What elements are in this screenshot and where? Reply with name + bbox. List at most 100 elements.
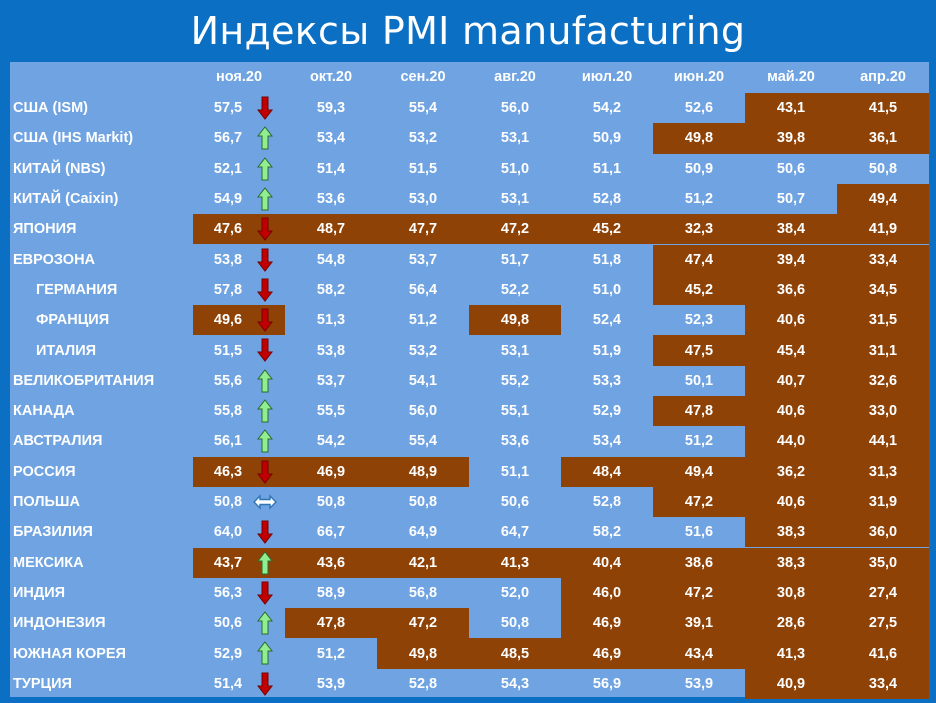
pmi-value-cell: 50,6 xyxy=(193,608,285,638)
table-row: США (IHS Markit) 56,7 53,4 53,2 53,1 50,9 49,8… xyxy=(10,123,929,154)
table-row: ИНДОНЕЗИЯ 50,6 47,8 47,2 50,8 46,9 39,1 28,6 27,… xyxy=(10,608,929,639)
arrow-down-icon xyxy=(256,338,274,363)
table-row: ЕВРОЗОНА 53,8 54,8 53,7 51,7 51,8 47,4 39,4 33,4 xyxy=(10,244,929,275)
pmi-value-cell: 46,0 xyxy=(561,577,653,609)
pmi-value: 41,6 xyxy=(868,645,898,662)
pmi-value: 47,2 xyxy=(684,494,714,511)
arrow-down-icon xyxy=(256,217,274,242)
pmi-value-cell: 53,4 xyxy=(561,426,653,456)
pmi-value: 56,7 xyxy=(213,130,243,147)
pmi-value-cell: 47,7 xyxy=(377,214,469,245)
table-row: КИТАЙ (Caixin) 54,9 53,6 53,0 53,1 52,8 51,2 50… xyxy=(10,183,929,215)
pmi-value: 40,9 xyxy=(776,675,806,692)
pmi-value: 39,8 xyxy=(776,130,806,147)
pmi-value: 51,2 xyxy=(408,312,438,329)
country-name: КИТАЙ (NBS) xyxy=(13,160,106,177)
pmi-value: 49,6 xyxy=(213,312,243,329)
pmi-value-cell: 50,9 xyxy=(561,123,653,153)
pmi-value-cell: 43,7 xyxy=(193,547,285,578)
pmi-value: 56,4 xyxy=(408,281,438,298)
pmi-value: 38,3 xyxy=(776,524,806,541)
table-row: ЮЖНАЯ КОРЕЯ 52,9 51,2 49,8 48,5 46,9 43,4 41,3 4… xyxy=(10,638,929,669)
pmi-value-cell: 53,8 xyxy=(193,245,285,275)
pmi-value: 56,8 xyxy=(408,584,438,601)
pmi-value: 56,1 xyxy=(213,433,243,450)
pmi-value: 53,4 xyxy=(316,130,346,147)
pmi-value-cell: 55,6 xyxy=(193,366,285,396)
pmi-value-cell: 50,7 xyxy=(745,184,837,214)
pmi-value-cell: 43,6 xyxy=(285,547,377,578)
pmi-value: 52,4 xyxy=(592,312,622,329)
pmi-value: 51,4 xyxy=(213,675,243,692)
pmi-value-cell: 28,6 xyxy=(745,608,837,639)
table-row: ИНДИЯ 56,3 58,9 56,8 52,0 46,0 47,2 30,8 27,4 xyxy=(10,577,929,609)
pmi-value: 48,7 xyxy=(316,221,346,238)
pmi-value: 54,8 xyxy=(316,251,346,268)
pmi-value-cell: 56,8 xyxy=(377,578,469,608)
pmi-value-cell: 53,7 xyxy=(377,245,469,275)
pmi-value: 56,0 xyxy=(500,100,530,117)
table-row: АВСТРАЛИЯ 56,1 54,2 55,4 53,6 53,4 51,2 44,0 44,… xyxy=(10,426,929,457)
pmi-value-cell: 40,6 xyxy=(745,305,837,336)
column-header: июн.20 xyxy=(673,69,725,85)
pmi-value: 50,9 xyxy=(592,130,622,147)
pmi-value: 51,3 xyxy=(316,312,346,329)
country-name: ТУРЦИЯ xyxy=(13,675,72,692)
pmi-value-cell: 33,4 xyxy=(837,244,929,275)
column-header: апр.20 xyxy=(860,69,906,85)
pmi-value-cell: 53,8 xyxy=(285,335,377,365)
column-header: окт.20 xyxy=(309,69,353,85)
pmi-value-cell: 34,5 xyxy=(837,274,929,306)
pmi-value-cell: 44,1 xyxy=(837,426,929,457)
pmi-value: 58,9 xyxy=(316,584,346,601)
pmi-value-cell: 47,8 xyxy=(653,396,745,427)
pmi-value: 51,1 xyxy=(500,463,530,480)
pmi-value: 55,1 xyxy=(500,403,530,420)
pmi-value: 38,3 xyxy=(776,554,806,571)
pmi-value: 49,4 xyxy=(684,463,714,480)
arrow-down-icon xyxy=(256,672,274,696)
pmi-value: 50,8 xyxy=(316,494,346,511)
table-row: ГЕРМАНИЯ 57,8 58,2 56,4 52,2 51,0 45,2 36,6 34,5 xyxy=(10,274,929,306)
table-row: РОССИЯ 46,3 46,9 48,9 51,1 48,4 49,4 36,2 31,3 xyxy=(10,456,929,487)
pmi-value: 31,3 xyxy=(868,463,898,480)
pmi-value: 43,4 xyxy=(684,645,714,662)
pmi-value: 35,0 xyxy=(868,554,898,571)
pmi-value-cell: 48,5 xyxy=(469,638,561,669)
pmi-value: 52,1 xyxy=(213,160,243,177)
arrow-up-icon xyxy=(256,368,274,393)
pmi-value-cell: 50,8 xyxy=(837,154,929,184)
pmi-value-cell: 53,3 xyxy=(561,366,653,396)
pmi-value-cell: 45,2 xyxy=(653,274,745,306)
pmi-value-cell: 52,0 xyxy=(469,578,561,608)
pmi-value: 43,6 xyxy=(316,554,346,571)
pmi-value-cell: 58,2 xyxy=(561,517,653,547)
pmi-value-cell: 47,2 xyxy=(469,214,561,245)
country-name: ЕВРОЗОНА xyxy=(13,251,96,268)
header-country-cell xyxy=(10,62,193,92)
pmi-value-cell: 33,0 xyxy=(837,396,929,427)
pmi-value-cell: 36,1 xyxy=(837,123,929,154)
pmi-value-cell: 27,4 xyxy=(837,577,929,609)
pmi-value: 53,2 xyxy=(408,342,438,359)
page-title: Индексы PMI manufacturing xyxy=(190,9,746,53)
arrow-up-icon xyxy=(256,611,274,635)
pmi-value-cell: 36,2 xyxy=(745,456,837,487)
country-name: ПОЛЬША xyxy=(13,494,80,511)
pmi-value-cell: 52,1 xyxy=(193,154,285,184)
pmi-value-cell: 51,7 xyxy=(469,245,561,275)
pmi-value-cell: 47,2 xyxy=(653,577,745,609)
country-name: АВСТРАЛИЯ xyxy=(13,433,103,450)
pmi-value-cell: 53,9 xyxy=(285,669,377,699)
arrow-left-right-icon xyxy=(253,494,277,510)
pmi-value: 50,8 xyxy=(500,615,530,632)
pmi-value: 41,9 xyxy=(868,221,898,238)
pmi-value: 51,8 xyxy=(592,251,622,268)
pmi-value: 53,8 xyxy=(316,342,346,359)
table-row: ТУРЦИЯ 51,4 53,9 52,8 54,3 56,9 53,9 40,9 33,4 xyxy=(10,668,929,699)
pmi-value-cell: 56,0 xyxy=(469,93,561,123)
pmi-value-cell: 41,9 xyxy=(837,214,929,245)
pmi-value: 51,0 xyxy=(500,160,530,177)
pmi-value-cell: 47,8 xyxy=(285,608,377,639)
pmi-value-cell: 51,8 xyxy=(561,245,653,275)
